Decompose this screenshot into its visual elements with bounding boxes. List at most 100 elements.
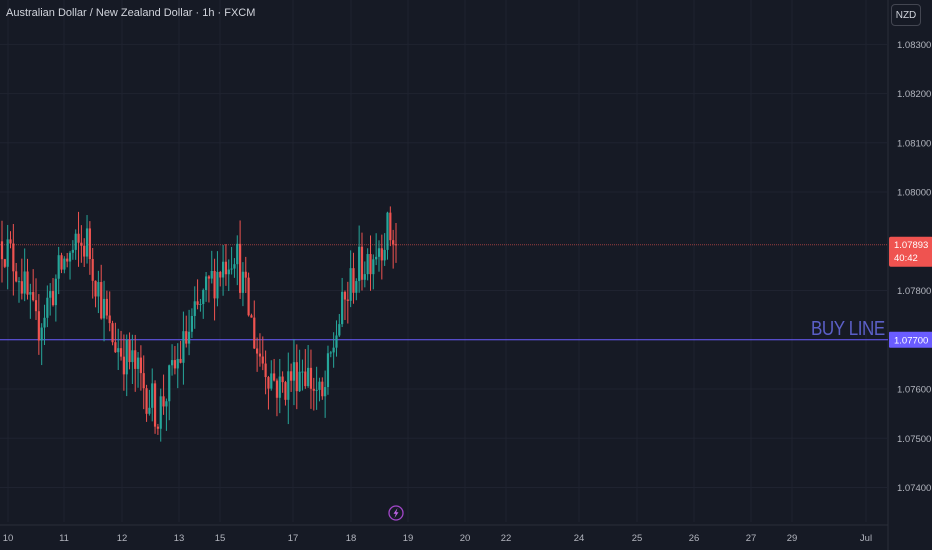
x-tick-label: 15 [215, 533, 226, 544]
candle [352, 252, 355, 304]
candle [309, 349, 313, 409]
candle [74, 229, 77, 260]
candle [335, 320, 338, 357]
candle [210, 250, 213, 284]
x-tick-label: 29 [787, 533, 798, 544]
candle [377, 240, 381, 272]
candle [250, 313, 253, 318]
x-tick-label: 25 [632, 533, 643, 544]
candle [207, 275, 211, 303]
candle [122, 334, 125, 391]
candle [383, 233, 386, 266]
candle [68, 250, 72, 280]
candle [298, 349, 301, 393]
candle [284, 380, 287, 406]
current-price-value: 1.07893 [894, 240, 928, 251]
candle [49, 283, 52, 316]
lightning-icon [393, 508, 399, 518]
y-tick-label: 1.08300 [897, 40, 931, 51]
candle [386, 211, 389, 260]
x-tick-label: 27 [746, 533, 757, 544]
candle [63, 256, 66, 274]
candle [151, 368, 154, 422]
x-tick-label: 19 [403, 533, 414, 544]
candle [57, 246, 60, 295]
candle [148, 389, 151, 416]
candle [199, 298, 202, 312]
candle [187, 309, 191, 356]
event-marker[interactable] [388, 505, 404, 521]
candle [85, 215, 89, 264]
candle [190, 308, 194, 338]
candle [6, 224, 9, 290]
candle [241, 262, 245, 307]
candle [329, 350, 332, 358]
candle [77, 211, 80, 267]
candle [219, 270, 222, 287]
candle [114, 322, 117, 353]
candle [244, 256, 247, 294]
candle [332, 332, 335, 368]
candle [216, 251, 219, 307]
candle [193, 286, 196, 329]
candle [321, 377, 324, 400]
candle [204, 271, 208, 302]
candle [315, 366, 318, 410]
x-tick-label: 24 [574, 533, 585, 544]
candle [236, 235, 239, 286]
x-tick-label: 26 [689, 533, 700, 544]
candle [281, 371, 284, 393]
price-axis[interactable]: 1.08300 1.08200 1.08100 1.08000 1.07800 1.076… [897, 40, 931, 494]
candle [0, 220, 4, 283]
candle [176, 343, 179, 389]
candle [380, 234, 383, 280]
candle [156, 423, 159, 435]
candle [221, 244, 225, 296]
candle [12, 223, 15, 296]
x-tick-label: Jul [860, 533, 872, 544]
candle [196, 279, 199, 310]
candle [108, 291, 111, 332]
candle [290, 363, 293, 392]
candle [128, 332, 131, 370]
candle [125, 334, 128, 397]
candle [341, 277, 344, 328]
candle [392, 229, 395, 269]
x-tick-label: 20 [460, 533, 471, 544]
candle [278, 358, 281, 414]
y-tick-label: 1.07500 [897, 434, 931, 445]
candle [23, 248, 26, 302]
candle [40, 323, 43, 366]
candle [253, 300, 256, 350]
candle [91, 247, 94, 299]
y-tick-label: 1.07600 [897, 385, 931, 396]
bar-countdown: 40:42 [894, 253, 918, 264]
candle [179, 340, 182, 364]
candle [307, 345, 310, 388]
time-axis[interactable]: 10 11 12 13 15 17 18 19 20 22 24 25 26 27 29 Jul [3, 533, 872, 544]
candle [94, 280, 97, 308]
candle [230, 246, 233, 275]
candle [324, 370, 327, 418]
candle [258, 333, 262, 367]
y-tick-label: 1.08200 [897, 89, 931, 100]
candle [182, 311, 185, 385]
x-tick-label: 18 [346, 533, 357, 544]
currency-button[interactable]: NZD [891, 4, 921, 26]
candle [153, 380, 157, 434]
candle [264, 350, 267, 395]
candle [343, 290, 347, 321]
candle [17, 277, 21, 303]
x-tick-label: 12 [117, 533, 128, 544]
candle [105, 290, 108, 320]
y-tick-label: 1.07400 [897, 483, 931, 494]
candle [88, 221, 91, 275]
y-tick-label: 1.08100 [897, 138, 931, 149]
candle [111, 320, 114, 346]
candle [295, 344, 298, 410]
candle [349, 250, 352, 308]
candle [275, 378, 279, 417]
candle [51, 278, 55, 307]
candle [26, 258, 29, 300]
